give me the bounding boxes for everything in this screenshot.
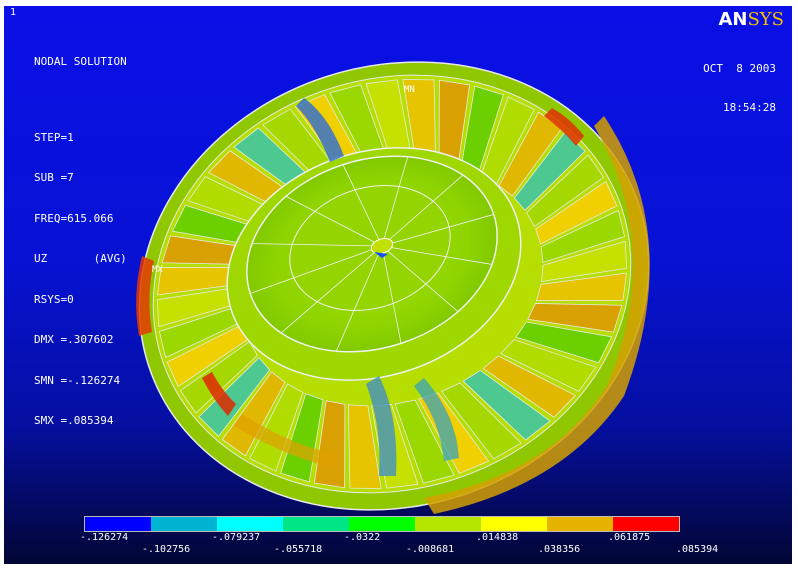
legend-swatch-4: [283, 517, 349, 531]
info-step: STEP=1: [34, 130, 74, 144]
info-dmx: DMX =.307602: [34, 333, 114, 346]
hub-spoke-line: [381, 174, 464, 247]
legend-tick-lower-3: -.008681: [406, 544, 455, 555]
blue-patch-top: [296, 98, 344, 162]
legend-tick-lower-4: .038356: [538, 544, 581, 555]
blue-patch-bottom-2: [414, 378, 459, 461]
orange-patch-bottom: [234, 414, 334, 468]
time-label: 18:54:28: [723, 101, 776, 114]
legend-swatch-3: [217, 517, 283, 531]
legend-tick-upper-4: .014838: [476, 532, 519, 543]
hub-spokes: [250, 156, 494, 352]
blade: [221, 371, 286, 457]
center-hole: [370, 238, 394, 254]
blade: [313, 400, 346, 489]
hub-spoke-line: [280, 245, 383, 334]
info-title: NODAL SOLUTION: [34, 55, 127, 68]
blade: [440, 382, 522, 460]
legend-swatch-9: [613, 517, 679, 531]
blade: [347, 404, 382, 489]
window-number: 1: [10, 7, 17, 18]
blade: [535, 272, 627, 302]
blade: [526, 154, 605, 228]
hub-spoke-line: [381, 245, 402, 344]
blade: [500, 339, 597, 392]
date-label: OCT 8 2003: [703, 62, 776, 75]
legend-tick-lower-5: .085394: [676, 544, 719, 555]
legend-tick-upper-3: -.0322: [344, 532, 381, 543]
blade: [249, 383, 304, 472]
blade: [527, 303, 623, 333]
hub-spoke-line: [381, 245, 493, 265]
red-patch-bottom-left: [202, 372, 236, 416]
blade-group: [156, 79, 628, 489]
blade: [540, 209, 626, 263]
blade: [462, 369, 551, 441]
red-patch-left: [136, 256, 154, 336]
info-smx: SMX =.085394: [34, 414, 114, 427]
blade: [515, 321, 613, 364]
legend-tick-lower-2: -.055718: [274, 544, 323, 555]
legend-tick-lower-1: -.102756: [142, 544, 191, 555]
hub-spoke-line: [250, 245, 383, 294]
hub-spoke-line: [381, 156, 409, 247]
legend-swatch-5: [349, 517, 415, 531]
turbine-wheel-model[interactable]: MX MN: [4, 6, 792, 564]
hub-spoke-line: [285, 195, 383, 247]
contour-legend-bar: [84, 516, 680, 532]
timestamp: OCT 8 2003 18:54:28: [703, 36, 776, 140]
mx-marker: MX: [152, 265, 163, 275]
center-min-marker: [374, 252, 388, 258]
info-sub: SUB =7: [34, 171, 74, 184]
outer-rim-side: [424, 116, 650, 514]
hub-spoke-line: [381, 214, 494, 247]
legend-tick-upper-5: .061875: [608, 532, 651, 543]
blue-patch-bottom-1: [366, 376, 397, 476]
solution-info-block: NODAL SOLUTION STEP=1 SUB =7 FREQ=615.06…: [34, 28, 127, 455]
hub-spoke-line: [342, 164, 383, 247]
legend-swatch-1: [85, 517, 151, 531]
info-rsys: RSYS=0: [34, 292, 74, 306]
red-patch-right: [544, 108, 584, 146]
blade: [198, 357, 271, 437]
legend-swatch-2: [151, 517, 217, 531]
blade: [535, 180, 618, 245]
info-result-item: UZ (AVG): [34, 252, 127, 265]
info-smn: SMN =-.126274: [34, 373, 121, 387]
hub-face: [289, 185, 451, 311]
hub-spoke-line: [381, 245, 459, 312]
legend-tick-upper-2: -.079237: [212, 532, 261, 543]
blade: [541, 240, 628, 282]
ansys-logo: ANSYS: [718, 9, 784, 30]
graphics-viewport[interactable]: MX MN 1 NODAL SOLUTION STEP=1 SUB =7 FRE…: [4, 6, 792, 564]
logo-an-text: AN: [718, 9, 748, 30]
legend-swatch-8: [547, 517, 613, 531]
info-freq: FREQ=615.066: [34, 211, 114, 225]
legend-swatch-6: [415, 517, 481, 531]
blade: [513, 131, 586, 211]
blade: [394, 399, 455, 484]
logo-sys-text: SYS: [747, 9, 784, 30]
hub-spoke-line: [252, 243, 383, 247]
legend-swatch-7: [481, 517, 547, 531]
mn-marker: MN: [404, 85, 415, 95]
legend-tick-upper-1: -.126274: [80, 532, 129, 543]
hub-spoke-line: [335, 245, 383, 352]
blade: [482, 355, 576, 418]
